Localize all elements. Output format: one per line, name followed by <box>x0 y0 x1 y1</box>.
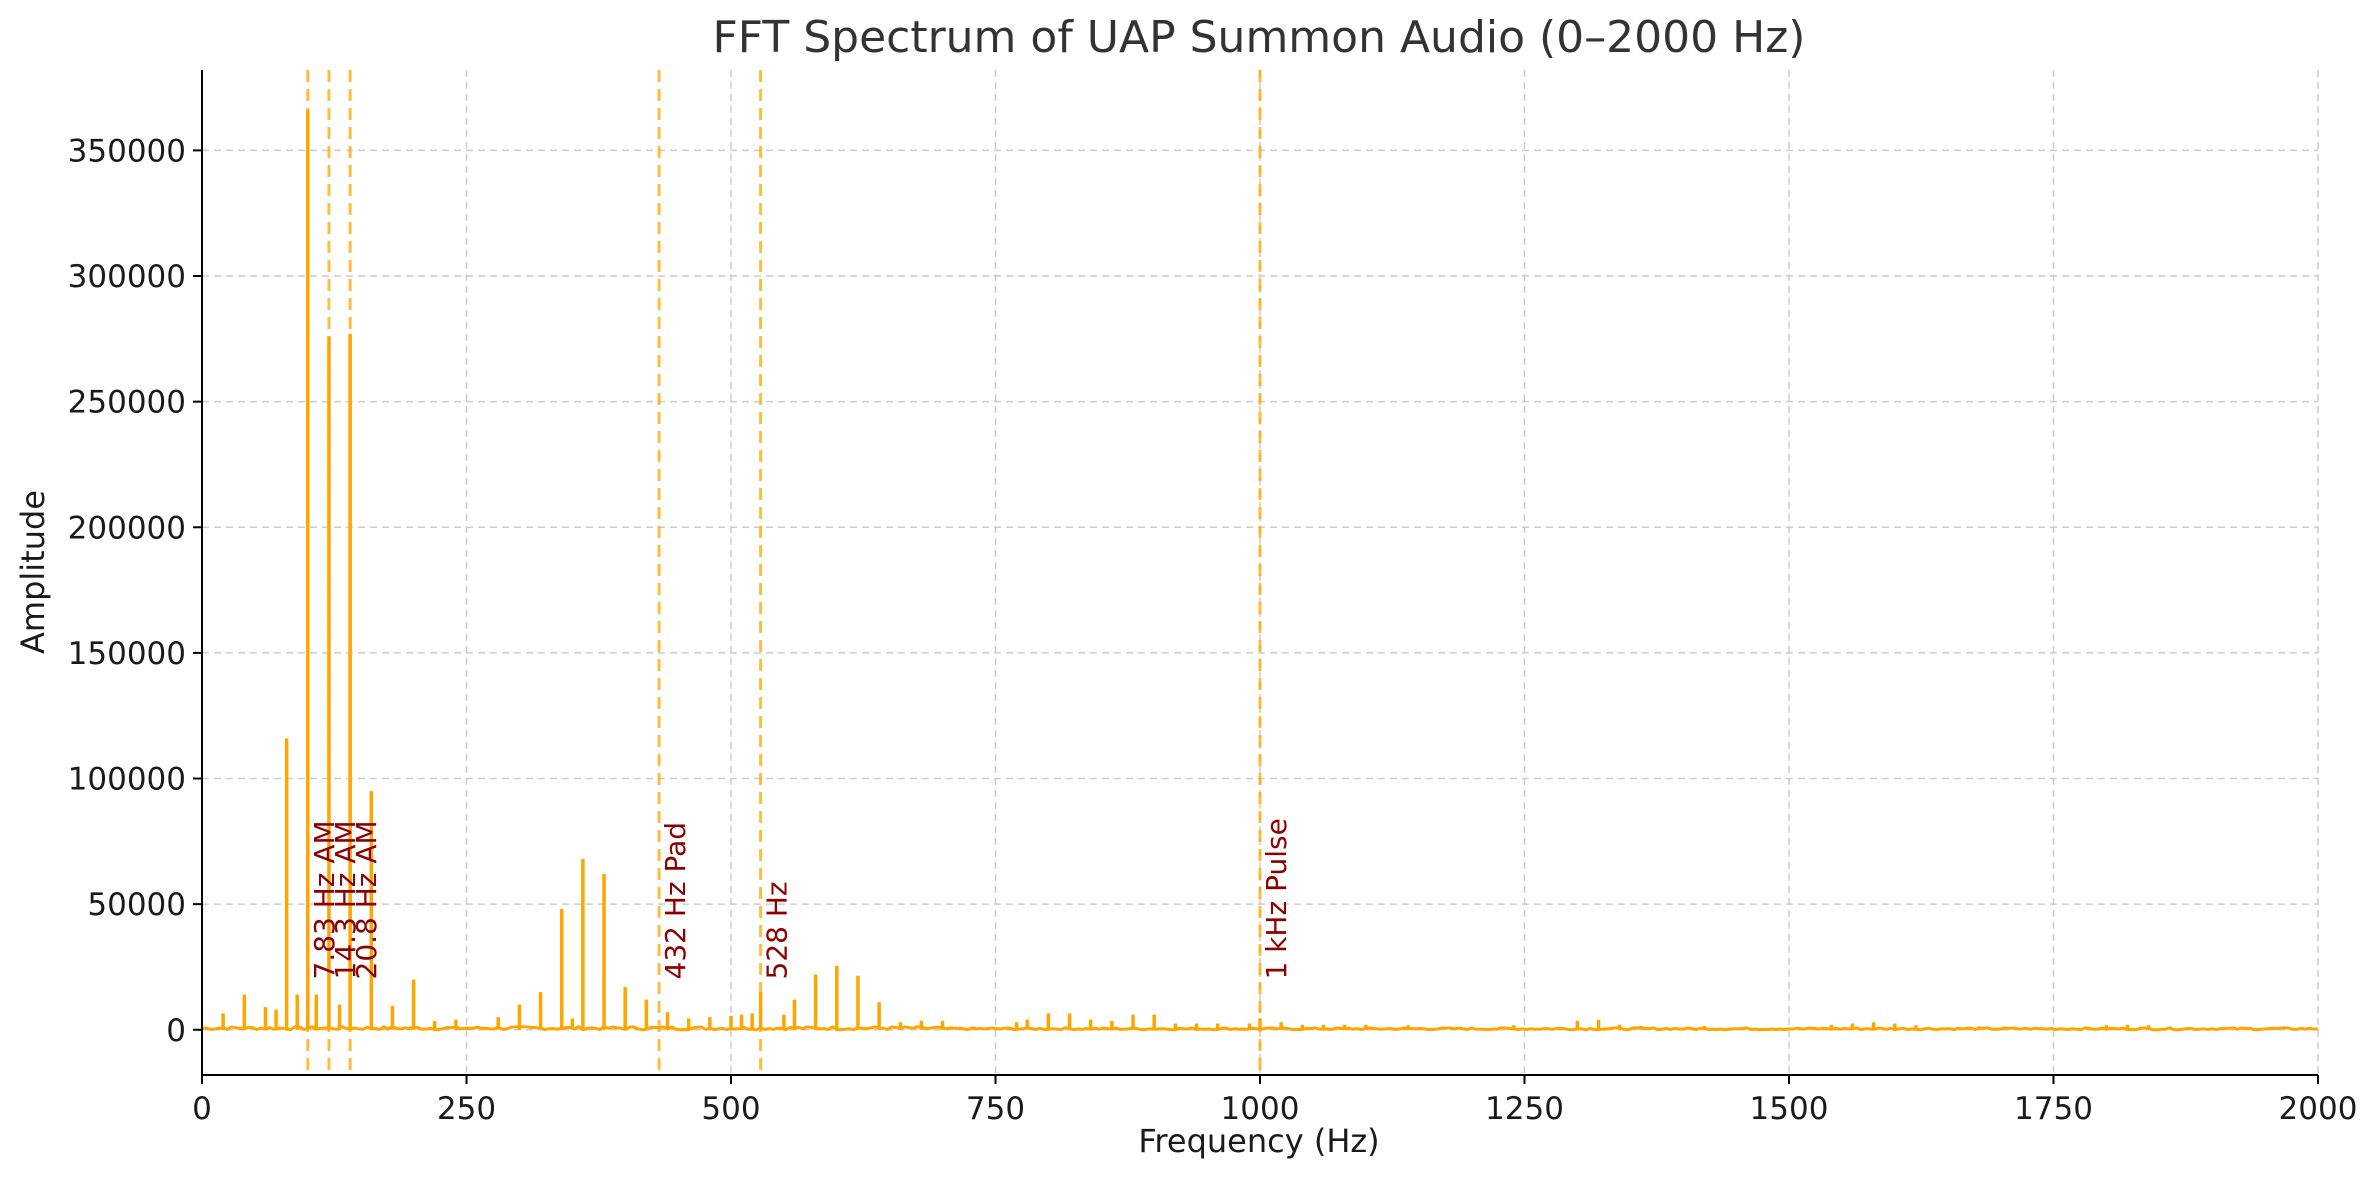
y-tick-label: 300000 <box>68 259 186 295</box>
y-tick-label: 50000 <box>87 887 186 923</box>
y-tick-label: 250000 <box>68 385 186 421</box>
axes <box>193 70 2319 1084</box>
x-tick-label: 0 <box>192 1091 212 1127</box>
marker-annotation: 528 Hz <box>761 881 794 979</box>
marker-annotation: 14.3 Hz AM <box>329 820 362 979</box>
x-tick-label: 2000 <box>2279 1091 2358 1127</box>
x-tick-label: 1750 <box>2014 1091 2093 1127</box>
x-axis-label: Frequency (Hz) <box>1138 1122 1379 1160</box>
x-tick-label: 500 <box>701 1091 760 1127</box>
spectrum-series <box>201 110 2319 1032</box>
y-tick-label: 0 <box>166 1013 186 1049</box>
marker-annotation: 20.8 Hz AM <box>350 820 383 979</box>
x-tick-label: 1250 <box>1485 1091 1564 1127</box>
marker-annotation: 7.83 Hz AM <box>308 820 341 979</box>
y-tick-label: 200000 <box>68 510 186 546</box>
x-tick-label: 1500 <box>1750 1091 1829 1127</box>
y-axis-label: Amplitude <box>14 490 52 654</box>
x-tick-label: 1000 <box>1221 1091 1300 1127</box>
marker-annotation: 1 kHz Pulse <box>1260 818 1293 979</box>
y-tick-label: 350000 <box>68 133 186 169</box>
y-tick-label: 100000 <box>68 762 186 798</box>
tick-labels: 0 250 500 750 1000 1250 1500 1750 2000 0 50000 1000… <box>68 133 2358 1127</box>
chart-title: FFT Spectrum of UAP Summon Audio (0–2000… <box>713 12 1806 63</box>
x-tick-label: 250 <box>437 1091 496 1127</box>
marker-annotation: 432 Hz Pad <box>659 822 692 980</box>
y-tick-label: 150000 <box>68 636 186 672</box>
x-tick-label: 750 <box>966 1091 1025 1127</box>
